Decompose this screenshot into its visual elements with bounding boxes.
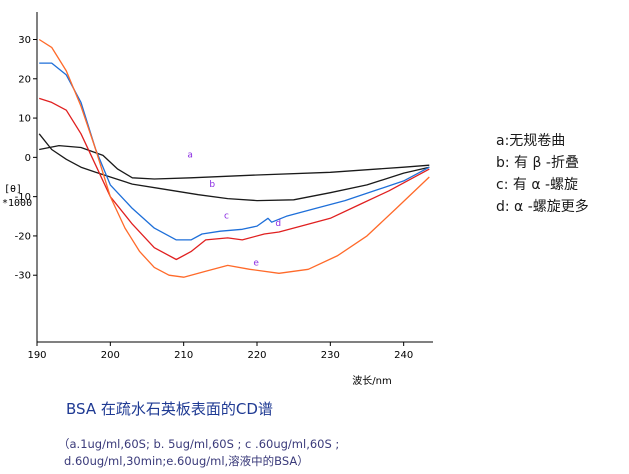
legend-item-c: c: 有 α -螺旋 — [496, 177, 579, 193]
y-tick-label: 30 — [18, 35, 31, 46]
series-line-a — [39, 144, 430, 180]
series-label-e: e — [253, 258, 259, 268]
series-line-c — [39, 62, 430, 241]
x-tick-label: 230 — [321, 350, 340, 361]
x-tick-label: 190 — [27, 350, 46, 361]
series-label-d: d — [275, 219, 281, 229]
x-tick-label: 200 — [101, 350, 120, 361]
x-axis-label: 波长/nm — [352, 374, 391, 387]
series-label-b: b — [209, 180, 215, 190]
legend-item-b: b: 有 β -折叠 — [496, 155, 579, 171]
y-axis-label: [θ] — [4, 184, 22, 195]
y-tick-label: 20 — [18, 74, 31, 85]
y-tick-label: 10 — [18, 114, 31, 125]
figure-caption: BSA 在疏水石英板表面的CD谱 — [66, 400, 273, 418]
y-tick-label: -20 — [15, 231, 31, 242]
curve-labels: a b c d e — [187, 150, 281, 268]
legend-item-d: d: α -螺旋更多 — [496, 199, 589, 215]
series-line-e — [38, 38, 430, 278]
legend: a:无规卷曲 b: 有 β -折叠 c: 有 α -螺旋 d: α -螺旋更多 — [496, 130, 589, 218]
legend-item-a: a:无规卷曲 — [496, 133, 566, 149]
x-tick-label: 240 — [394, 350, 413, 361]
series-line-d — [39, 97, 430, 261]
figure-note: （a.1ug/ml,60S; b. 5ug/ml,60S ; c .60ug/m… — [58, 436, 339, 470]
y-tick-label: 0 — [25, 153, 31, 164]
x-tick-label: 220 — [247, 350, 266, 361]
note-line-2: d.60ug/ml,30min;e.60ug/ml,溶液中的BSA） — [64, 454, 309, 468]
y-axis-unit-label: *1000 — [2, 198, 32, 209]
axes: 30 20 10 0 -10 -20 -30 190 200 210 220 230 240 [θ] *10… — [2, 12, 433, 387]
note-line-1: （a.1ug/ml,60S; b. 5ug/ml,60S ; c .60ug/m… — [58, 437, 340, 451]
series-line-b — [38, 133, 430, 202]
series-label-a: a — [187, 150, 193, 160]
y-tick-label: -10 — [15, 192, 31, 203]
series-group — [38, 38, 430, 278]
y-tick-label: -30 — [15, 271, 31, 282]
series-label-c: c — [224, 211, 229, 221]
x-tick-label: 210 — [174, 350, 193, 361]
